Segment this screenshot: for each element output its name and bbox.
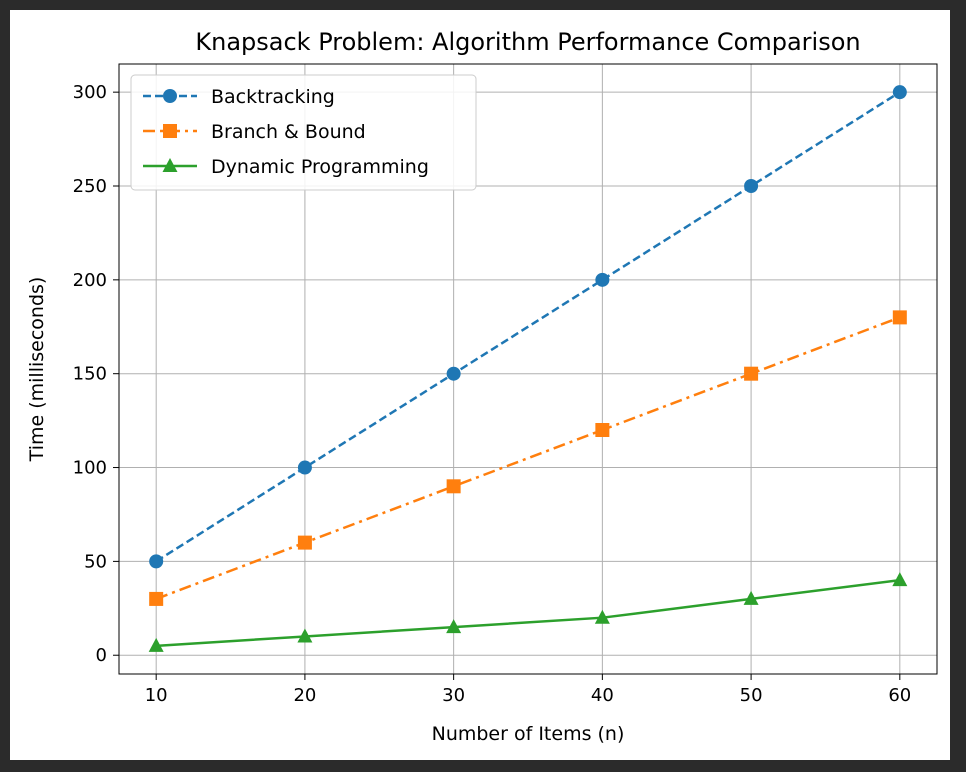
legend-box: [130, 74, 477, 191]
data-point-1-5: [892, 310, 907, 325]
series-layer: [148, 85, 908, 652]
legend-label-1: Branch & Bound: [211, 121, 366, 143]
y-tick-label: 300: [73, 82, 107, 103]
x-tick-label: 30: [442, 685, 465, 706]
data-point-1-3: [595, 423, 610, 437]
data-point-0-3: [595, 272, 610, 287]
data-point-2-5: [892, 572, 908, 587]
data-point-0-4: [744, 179, 759, 193]
data-point-0-5: [892, 85, 907, 100]
y-tick-label: 200: [73, 270, 107, 291]
data-point-2-2: [446, 619, 462, 634]
ticks-layer: 10 20 30 40 50 60 0 50 100 150 200 250 300: [73, 82, 912, 706]
series-line-2: [156, 578, 900, 648]
data-point-0-0: [149, 554, 164, 569]
data-point-0-2: [446, 366, 461, 381]
legend-marker-2: [162, 158, 178, 172]
y-tick-label: 0: [96, 645, 107, 666]
legend-label-0: Backtracking: [211, 86, 335, 108]
data-point-1-4: [744, 366, 759, 381]
legend-label-2: Dynamic Programming: [211, 156, 429, 178]
x-tick-label: 40: [591, 685, 614, 706]
legend-marker-0: [163, 89, 177, 103]
x-tick-label: 10: [145, 685, 168, 706]
y-tick-label: 150: [73, 364, 107, 385]
data-point-1-0: [149, 591, 164, 606]
series-line-0: [155, 91, 901, 563]
chart-title: Knapsack Problem: Algorithm Performance …: [195, 28, 860, 56]
series-line-1: [155, 316, 901, 601]
x-tick-label: 20: [293, 685, 316, 706]
data-point-2-4: [743, 590, 759, 605]
x-axis-label: Number of Items (n): [432, 723, 625, 745]
legend: Backtracking Branch & Bound Dynamic Progra…: [130, 74, 477, 191]
y-tick-label: 100: [73, 458, 107, 479]
legend-marker-1: [163, 124, 177, 138]
line-chart: 10 20 30 40 50 60 0 50 100 150 200 250 300 Knapsack …: [26, 28, 938, 745]
y-tick-label: 250: [73, 176, 107, 197]
figure: 10 20 30 40 50 60 0 50 100 150 200 250 300 Knapsack …: [10, 10, 950, 760]
data-point-1-2: [446, 479, 461, 494]
data-point-0-1: [297, 460, 312, 475]
data-point-2-0: [148, 637, 164, 652]
y-axis-label: Time (milliseconds): [26, 277, 48, 463]
data-point-2-1: [297, 628, 313, 643]
data-point-1-1: [297, 535, 312, 550]
x-tick-label: 50: [740, 685, 763, 706]
axes-frame: [118, 63, 938, 675]
y-tick-label: 50: [84, 551, 107, 572]
x-tick-label: 60: [888, 685, 911, 706]
data-point-2-3: [594, 609, 610, 624]
